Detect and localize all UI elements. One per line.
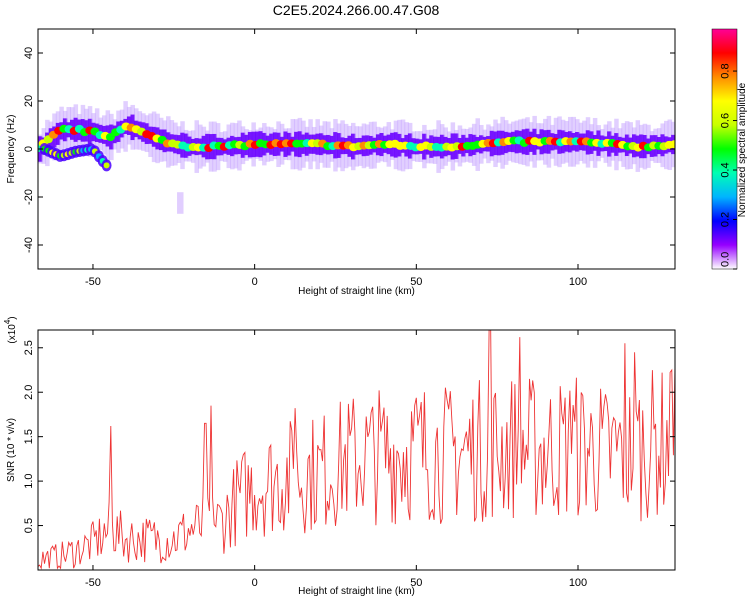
spectrogram-peak [669, 140, 675, 149]
y-tick-label: 40 [23, 47, 35, 59]
snr-series-line [38, 330, 675, 570]
y-tick-label: 0.5 [23, 518, 35, 533]
bottom-plot-frame [37, 329, 676, 571]
y-tick-label: -40 [23, 237, 35, 253]
spectrogram-band [38, 101, 675, 214]
y-tick-label: 1.0 [23, 473, 35, 488]
colorbar-tick-label: 0.2 [720, 212, 732, 227]
x-tick-label: 100 [569, 577, 587, 589]
y-multiplier-close: ) [7, 316, 18, 319]
colorbar-tick-label: 0.0 [720, 252, 732, 267]
y-tick-label: 2.0 [23, 385, 35, 400]
x-tick-label: 50 [410, 577, 422, 589]
y-axis-label: Frequency (Hz) [6, 115, 17, 184]
colorbar-tick-label: 0.8 [720, 63, 732, 78]
colorbar-tick-label: 0.4 [720, 162, 732, 177]
x-tick-label: 0 [252, 276, 258, 288]
y-tick-label: 1.5 [23, 429, 35, 444]
y-axis-label: SNR (10 * v/v) [6, 418, 17, 482]
y-tick-label: 20 [23, 95, 35, 107]
y-tick-label: 2.5 [23, 340, 35, 355]
x-tick-label: 50 [410, 276, 422, 288]
x-axis-label: Height of straight line (km) [298, 586, 415, 597]
colorbar [711, 28, 738, 270]
spectrogram-faint-patch [177, 192, 184, 214]
x-axis-label: Height of straight line (km) [298, 286, 415, 297]
chart-title: C2E5.2024.266.00.47.G08 [272, 2, 440, 18]
y-multiplier-base: (x10 [7, 324, 18, 344]
y-multiplier-exponent: 4 [3, 319, 12, 324]
y-tick-label: -20 [23, 189, 35, 205]
spectrogram-branch-peak [103, 162, 110, 169]
snr-plot-area [38, 330, 675, 570]
colorbar-label: Normalized spectral amplitude [737, 82, 748, 217]
x-tick-label: -50 [85, 577, 101, 589]
x-tick-label: 0 [252, 577, 258, 589]
x-tick-label: -50 [85, 276, 101, 288]
y-tick-label: 0 [23, 146, 35, 152]
y-multiplier-label: (x104) [3, 316, 18, 343]
x-tick-label: 100 [569, 276, 587, 288]
colorbar-tick-label: 0.6 [720, 113, 732, 128]
